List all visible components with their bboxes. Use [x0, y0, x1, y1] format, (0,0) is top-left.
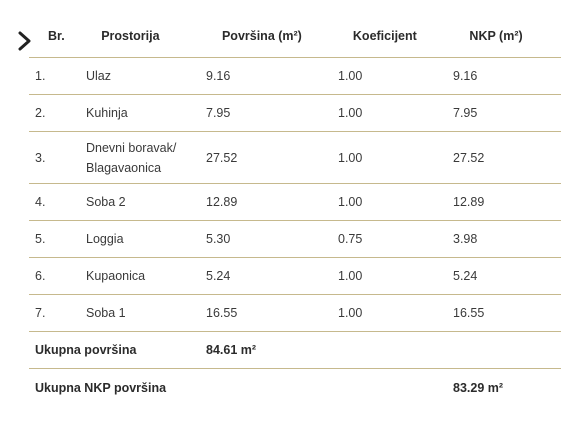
cell-povrsina: 27.52	[206, 150, 238, 165]
cell-prostorija: Soba 2	[86, 195, 126, 209]
header-br: Br.	[48, 29, 65, 43]
cell-br: 6.	[35, 269, 46, 283]
table-row: 2. Kuhinja 7.95 1.00 7.95	[29, 95, 561, 132]
cell-koeficijent: 1.00	[338, 150, 363, 165]
table-header: Br. Prostorija Površina (m²) Koeficijent…	[29, 15, 561, 58]
cell-prostorija: Ulaz	[86, 69, 112, 83]
cell-br: 7.	[35, 306, 46, 320]
cell-prostorija: Dnevni boravak/ Blagavaonica	[86, 140, 177, 175]
cell-koeficijent: 1.00	[338, 195, 363, 209]
header-povrsina: Površina (m²)	[221, 29, 302, 43]
cell-prostorija: Kupaonica	[86, 269, 146, 283]
cell-povrsina: 5.24	[206, 269, 231, 283]
cell-prostorija: Kuhinja	[86, 106, 128, 120]
total-area-label: Ukupna površina	[35, 343, 137, 357]
total-area-value: 84.61 m²	[206, 343, 257, 357]
table-row: 6. Kupaonica 5.24 1.00 5.24	[29, 258, 561, 295]
cell-nkp: 27.52	[453, 150, 485, 165]
cell-nkp: 5.24	[453, 269, 478, 283]
cell-povrsina: 12.89	[206, 195, 238, 209]
cell-nkp: 7.95	[453, 106, 478, 120]
cell-koeficijent: 0.75	[338, 232, 363, 246]
header-koeficijent: Koeficijent	[352, 29, 417, 43]
table-row: 3. Dnevni boravak/ Blagavaonica 27.52 1.…	[29, 132, 561, 184]
total-area-row: Ukupna površina 84.61 m²	[29, 332, 561, 369]
cell-nkp: 3.98	[453, 232, 478, 246]
table-row: 5. Loggia 5.30 0.75 3.98	[29, 221, 561, 258]
cell-povrsina: 16.55	[206, 306, 238, 320]
cell-nkp: 9.16	[453, 69, 478, 83]
cell-prostorija: Soba 1	[86, 306, 126, 320]
cell-koeficijent: 1.00	[338, 106, 363, 120]
cell-koeficijent: 1.00	[338, 269, 363, 283]
cell-br: 4.	[35, 195, 46, 209]
cell-koeficijent: 1.00	[338, 306, 363, 320]
header-prostorija: Prostorija	[101, 29, 160, 43]
cell-prostorija: Loggia	[86, 232, 124, 246]
chevron-right-icon[interactable]	[14, 30, 36, 52]
cell-br: 3.	[35, 150, 46, 165]
cell-povrsina: 7.95	[206, 106, 231, 120]
cell-br: 5.	[35, 232, 46, 246]
cell-br: 2.	[35, 106, 46, 120]
total-nkp-value: 83.29 m²	[453, 380, 504, 395]
cell-nkp: 16.55	[453, 306, 485, 320]
cell-povrsina: 9.16	[206, 69, 231, 83]
room-area-table: Br. Prostorija Površina (m²) Koeficijent…	[29, 15, 561, 406]
cell-nkp: 12.89	[453, 195, 485, 209]
total-nkp-row: Ukupna NKP površina 83.29 m²	[29, 369, 561, 406]
table-row: 1. Ulaz 9.16 1.00 9.16	[29, 58, 561, 95]
total-nkp-label: Ukupna NKP površina	[35, 380, 167, 395]
table-row: 4. Soba 2 12.89 1.00 12.89	[29, 184, 561, 221]
cell-povrsina: 5.30	[206, 232, 231, 246]
cell-koeficijent: 1.00	[338, 69, 363, 83]
header-nkp: NKP (m²)	[469, 29, 523, 43]
table-row: 7. Soba 1 16.55 1.00 16.55	[29, 295, 561, 332]
cell-br: 1.	[35, 69, 46, 83]
